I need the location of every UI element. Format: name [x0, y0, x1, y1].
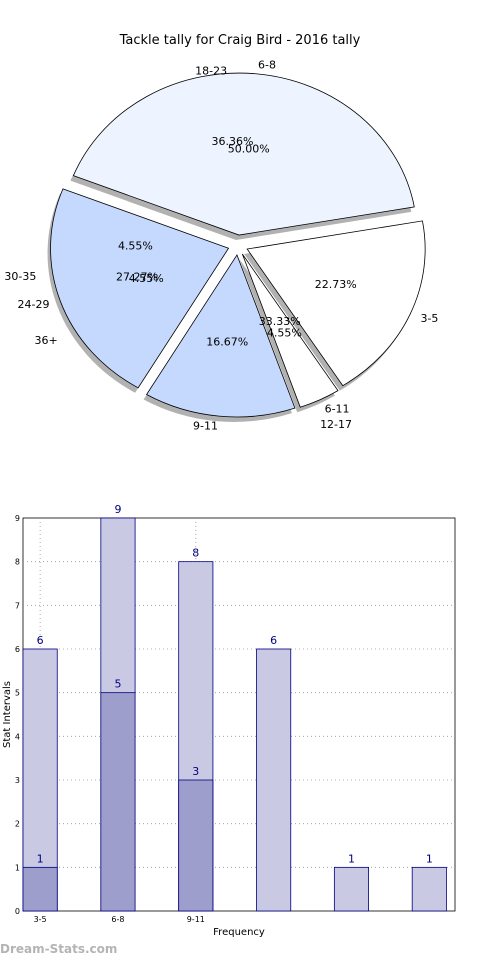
bar-xtick-3-5: 3-5	[34, 915, 47, 924]
bar-s0-3	[256, 648, 292, 912]
pie-inner-pct-30-35: 4.55%	[118, 240, 153, 253]
bar-xtick-6-8: 6-8	[111, 915, 124, 924]
bar-ytick-1: 1	[15, 863, 20, 872]
pie-inner-pct-12-17: 33.33%	[259, 315, 301, 328]
bar-ytick-2: 2	[15, 820, 20, 829]
bar-label-s0-1: 9	[114, 503, 121, 516]
pie-slice-24-29	[50, 188, 230, 389]
bar-ytick-8: 8	[15, 558, 20, 567]
pie-slice-6-8	[72, 72, 415, 236]
bar-label-s1-1: 5	[114, 678, 121, 691]
bar-label-s0-0: 6	[37, 634, 44, 647]
bar-ytick-7: 7	[15, 601, 20, 610]
pie-title: Tackle tally for Craig Bird - 2016 tally	[119, 33, 361, 48]
pie-inner-label-36: 36+	[34, 334, 57, 347]
pie-label-3-5: 3-5	[420, 312, 438, 325]
pie-inner-pct-18-23: 36.36%	[212, 135, 254, 148]
pie-inner-pct-36: 4.55%	[129, 272, 164, 285]
watermark: Dream-Stats.com	[0, 942, 118, 956]
pie-slice-9-11	[146, 254, 296, 418]
bar-label-s0-4: 1	[348, 852, 355, 865]
pie-pct-9-11: 16.67%	[206, 336, 248, 349]
pie-pct-6-8: 50.00%	[228, 142, 270, 155]
pie-slice-3-5	[246, 220, 426, 387]
pie-slice-6-11	[241, 253, 339, 408]
bar-xtick-9-11: 9-11	[187, 915, 205, 924]
pie-chart: 3-5 22.73% 6-11 4.55% 9-11 16.67% 24-29 27.27% 6…	[4, 58, 438, 432]
bar-label-s1-0: 1	[37, 852, 44, 865]
pie-pct-3-5: 22.73%	[315, 278, 357, 291]
bar-s0-4	[333, 866, 369, 912]
bar-s1-1	[100, 692, 136, 912]
pie-label-9-11: 9-11	[193, 420, 218, 433]
pie-pct-24-29: 27.27%	[116, 271, 158, 284]
bar-s1-0	[22, 866, 58, 912]
bar-label-s1-2: 3	[192, 765, 199, 778]
bar-label-s0-3: 6	[270, 634, 277, 647]
bar-ytick-3: 3	[15, 776, 20, 785]
pie-inner-label-30-35: 30-35	[4, 270, 36, 283]
bar-xlabel: Frequency	[213, 927, 265, 938]
pie-label-6-8: 6-8	[258, 58, 276, 71]
pie-inner-label-12-17: 12-17	[320, 418, 352, 431]
pie-label-6-11: 6-11	[325, 402, 350, 415]
bar-s0-5	[411, 866, 447, 912]
bar-s1-2	[178, 779, 214, 912]
bar-label-s0-5: 1	[426, 852, 433, 865]
bar-plot-area	[22, 517, 456, 912]
bar-ytick-4: 4	[15, 732, 20, 741]
pie-inner-label-18-23: 18-23	[195, 65, 227, 78]
bar-chart: 0 1 2 3 4 5 6 7 8 9 3-5 6-8 9-11 6 9 8 6 1 1 1 5 3 Frequency St…	[2, 503, 456, 938]
bar-label-s0-2: 8	[192, 547, 199, 560]
pie-label-24-29: 24-29	[18, 298, 50, 311]
bar-ytick-5: 5	[15, 689, 20, 698]
bar-ytick-9: 9	[15, 514, 20, 523]
pie-pct-6-11: 4.55%	[267, 327, 302, 340]
bar-ylabel: Stat Intervals	[2, 681, 13, 748]
bar-ytick-0: 0	[15, 907, 20, 916]
bar-ytick-6: 6	[15, 645, 20, 654]
